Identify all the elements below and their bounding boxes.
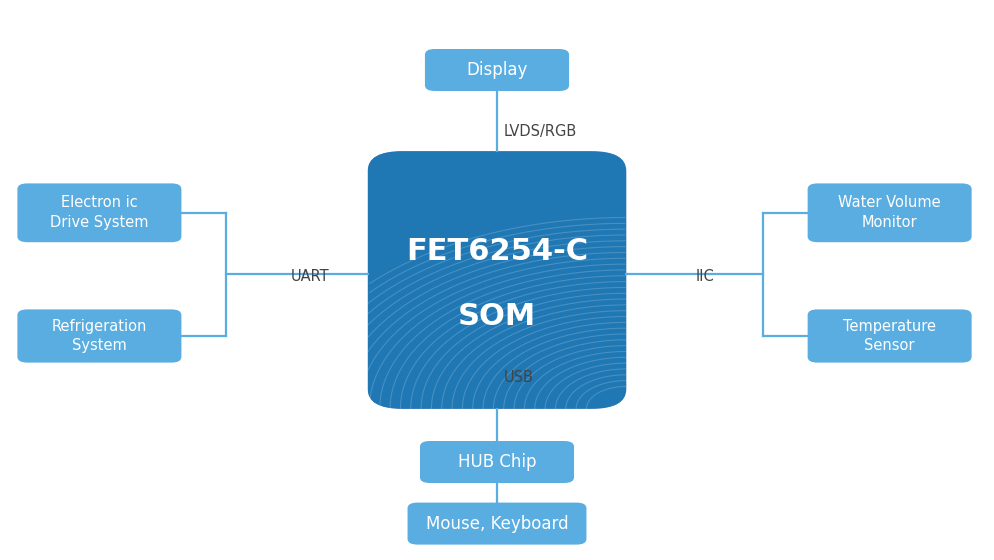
FancyBboxPatch shape	[368, 151, 626, 409]
Text: IIC: IIC	[696, 269, 715, 283]
Text: Refrigeration
System: Refrigeration System	[52, 319, 147, 353]
FancyBboxPatch shape	[18, 309, 182, 363]
Text: UART: UART	[291, 269, 330, 283]
Text: HUB Chip: HUB Chip	[458, 453, 536, 471]
Text: USB: USB	[504, 371, 534, 385]
FancyBboxPatch shape	[419, 441, 575, 483]
Text: SOM: SOM	[458, 302, 536, 331]
Text: Water Volume
Monitor: Water Volume Monitor	[838, 195, 941, 230]
Text: LVDS/RGB: LVDS/RGB	[504, 124, 578, 139]
Text: Mouse, Keyboard: Mouse, Keyboard	[425, 515, 569, 533]
FancyBboxPatch shape	[18, 184, 182, 242]
Text: Electron ic
Drive System: Electron ic Drive System	[50, 195, 149, 230]
Text: FET6254-C: FET6254-C	[406, 237, 588, 267]
FancyBboxPatch shape	[425, 49, 570, 91]
Text: Temperature
Sensor: Temperature Sensor	[843, 319, 936, 353]
FancyBboxPatch shape	[808, 184, 972, 242]
Text: Display: Display	[466, 61, 528, 79]
FancyBboxPatch shape	[808, 309, 972, 363]
FancyBboxPatch shape	[408, 503, 586, 544]
